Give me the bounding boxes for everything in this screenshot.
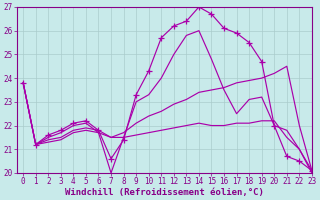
X-axis label: Windchill (Refroidissement éolien,°C): Windchill (Refroidissement éolien,°C)	[65, 188, 264, 197]
